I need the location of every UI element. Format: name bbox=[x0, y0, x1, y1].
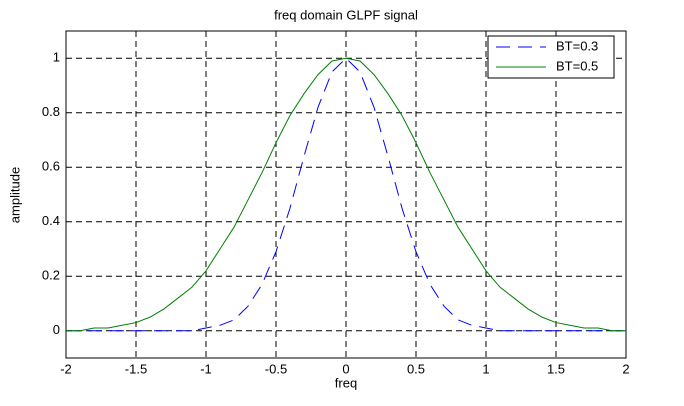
y-tick-label: 0 bbox=[53, 322, 60, 337]
x-tick-label: 1 bbox=[482, 361, 489, 376]
x-tick-label: 2 bbox=[622, 361, 629, 376]
series-line bbox=[66, 57, 626, 332]
x-tick-label: -0.5 bbox=[265, 361, 287, 376]
y-tick-label: 0.4 bbox=[42, 213, 60, 228]
y-tick-label: 0.2 bbox=[42, 268, 60, 283]
y-tick-label: 0.8 bbox=[42, 104, 60, 119]
x-tick-label: -2 bbox=[60, 361, 72, 376]
x-tick-label: 1.5 bbox=[547, 361, 565, 376]
y-axis-label: amplitude bbox=[7, 167, 22, 223]
x-tick-label: -1 bbox=[200, 361, 212, 376]
legend-label: BT=0.3 bbox=[556, 38, 598, 53]
legend-label: BT=0.5 bbox=[556, 58, 598, 73]
chart-title: freq domain GLPF signal bbox=[274, 7, 418, 22]
legend-box bbox=[487, 35, 615, 79]
y-tick-label: 1 bbox=[53, 50, 60, 65]
x-axis-label: freq bbox=[335, 375, 357, 390]
x-tick-label: 0.5 bbox=[407, 361, 425, 376]
x-tick-label: -1.5 bbox=[125, 361, 147, 376]
series-line bbox=[66, 57, 626, 332]
y-tick-label: 0.6 bbox=[42, 159, 60, 174]
x-tick-label: 0 bbox=[342, 361, 349, 376]
